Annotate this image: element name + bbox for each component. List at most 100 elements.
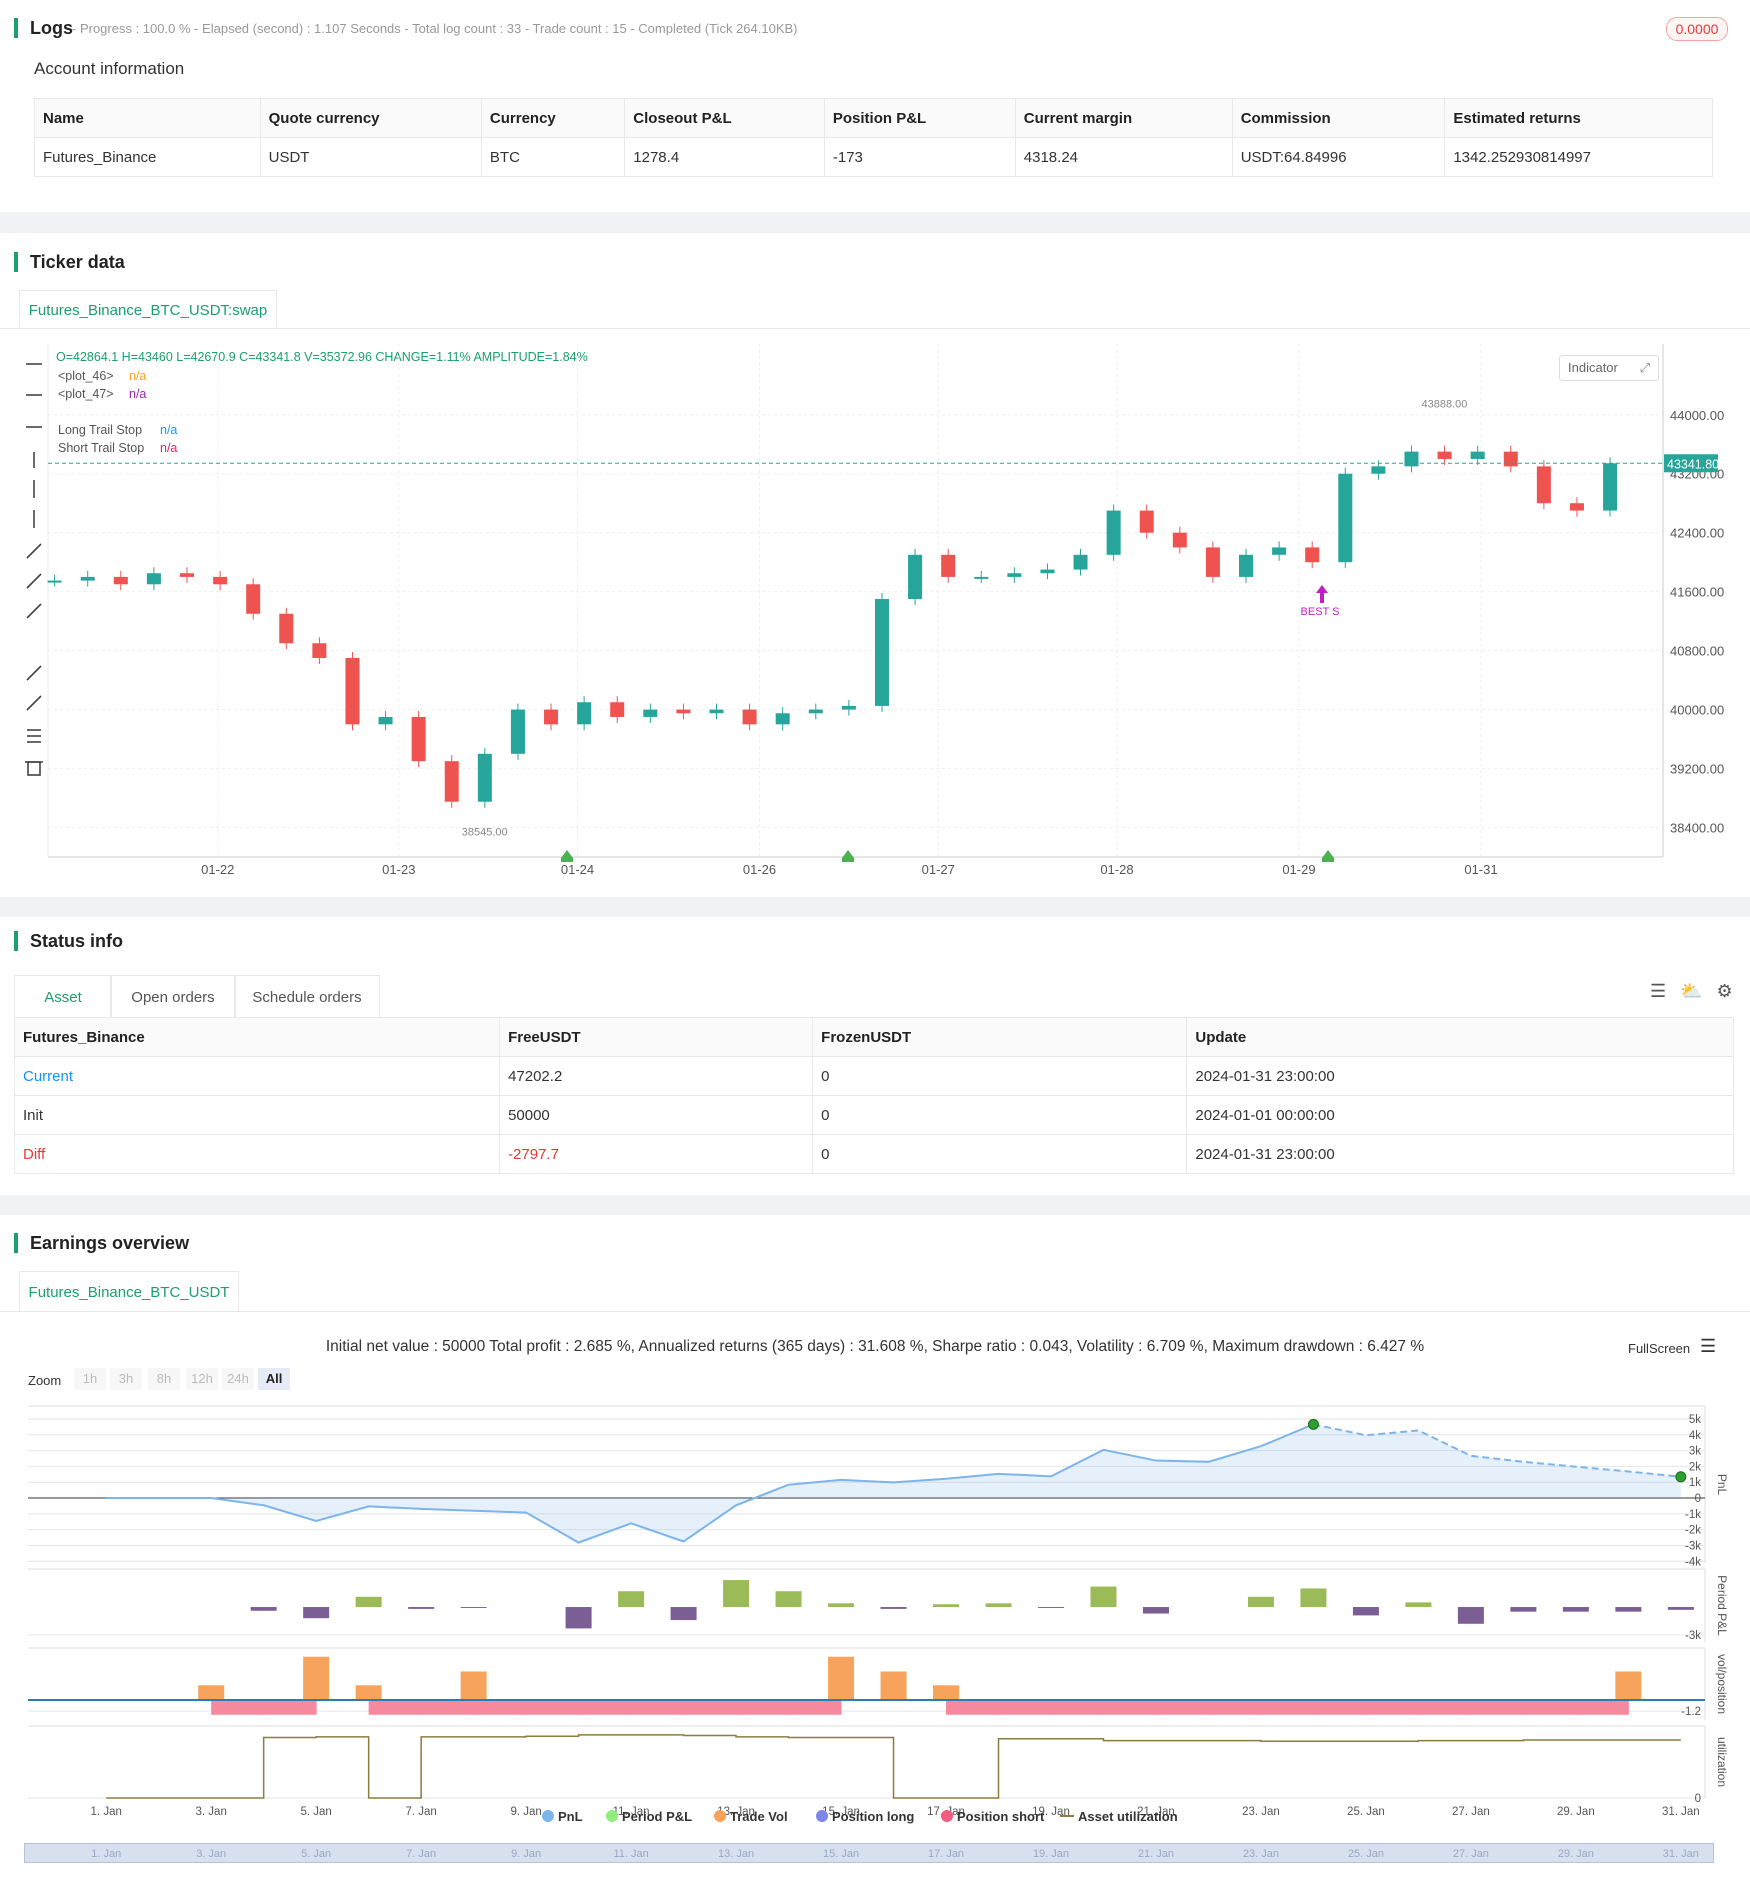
- candle: [345, 657, 360, 725]
- menu-icon[interactable]: ☰: [1700, 1336, 1717, 1356]
- legend-value: n/a: [129, 369, 147, 383]
- navigator-label: 5. Jan: [301, 1848, 331, 1860]
- trade-vol: [355, 1685, 382, 1701]
- indicator-label: Indicator: [1568, 360, 1618, 375]
- period-bar: [1037, 1607, 1064, 1608]
- ticker-tab[interactable]: Futures_Binance_BTC_USDT:swap: [19, 290, 277, 329]
- header-cell: Closeout P&L: [624, 98, 825, 138]
- x-tick-label: 01-29: [1282, 862, 1315, 877]
- pnl-area: [106, 1424, 1681, 1543]
- zoom-button[interactable]: All: [258, 1368, 290, 1390]
- navigator-label: 3. Jan: [196, 1848, 226, 1860]
- cell: Futures_Binance: [34, 137, 261, 177]
- zoom-button[interactable]: 3h: [110, 1368, 142, 1390]
- y-tick-label: 38400.00: [1670, 821, 1724, 836]
- pnl-marker: [1307, 1418, 1319, 1430]
- row: Futures_Binance USDT BTC 1278.4 -173 4318.24 U…: [34, 137, 1713, 177]
- position-short: [788, 1700, 842, 1715]
- candle: [874, 599, 889, 706]
- candle: [510, 709, 525, 754]
- header-cell: Position P&L: [823, 98, 1016, 138]
- position-short: [368, 1700, 422, 1715]
- period-bar: [460, 1607, 487, 1608]
- zoom-button[interactable]: 12h: [186, 1368, 218, 1390]
- position-short: [263, 1700, 317, 1715]
- position-short: [1208, 1700, 1262, 1715]
- legend-value: n/a: [160, 423, 178, 437]
- y-tick-label: 41600.00: [1670, 585, 1724, 600]
- y-axis-label: utilization: [1715, 1737, 1729, 1787]
- indicator-button[interactable]: Indicator ⤢: [1559, 355, 1659, 381]
- cell: 0: [812, 1134, 1188, 1174]
- x-tick-label: 29. Jan: [1557, 1806, 1595, 1818]
- trade-vol: [1615, 1671, 1642, 1701]
- zoom-button[interactable]: 24h: [222, 1368, 254, 1390]
- legend-label: Position long: [832, 1809, 914, 1824]
- candle: [179, 573, 194, 577]
- last-price-box: [1664, 454, 1718, 473]
- status-tab[interactable]: Open orders: [110, 975, 236, 1018]
- navigator-label: 25. Jan: [1348, 1848, 1384, 1860]
- candle: [742, 709, 757, 725]
- period-bar: [1667, 1607, 1694, 1610]
- cell: 2024-01-01 00:00:00: [1186, 1095, 1734, 1135]
- candle: [47, 580, 62, 583]
- marker: [842, 850, 854, 862]
- legend-name: <plot_46>: [58, 369, 114, 383]
- tab-line: [0, 1311, 1750, 1312]
- position-short: [1050, 1700, 1104, 1715]
- position-short: [211, 1700, 265, 1715]
- x-tick-label: 01-22: [201, 862, 234, 877]
- cell: -2797.7: [499, 1134, 814, 1174]
- x-tick-label: 9. Jan: [510, 1806, 541, 1818]
- y-tick-label: 42400.00: [1670, 526, 1724, 541]
- fullscreen[interactable]: FullScreen: [1628, 1341, 1691, 1356]
- logs-panel: Logs - Progress : 100.0 % - Elapsed (sec…: [0, 0, 1750, 212]
- account-title: Account information: [34, 59, 185, 78]
- header-cell: Estimated returns: [1444, 98, 1713, 138]
- x-tick-label: 1. Jan: [91, 1806, 122, 1818]
- zoom-button[interactable]: 8h: [148, 1368, 180, 1390]
- y-tick-label: -4k: [1685, 1556, 1701, 1568]
- candle: [80, 576, 95, 581]
- y-tick-label: -3k: [1685, 1540, 1701, 1552]
- legend-symbol: [606, 1810, 618, 1822]
- status-tab[interactable]: Schedule orders: [234, 975, 380, 1018]
- x-tick-label: 11. Jan: [613, 1806, 650, 1818]
- navigator[interactable]: [24, 1843, 1714, 1863]
- candle: [1007, 573, 1022, 577]
- legend-name: Short Trail Stop: [58, 441, 145, 455]
- header-cell: Update: [1186, 1017, 1734, 1057]
- cell: 4318.24: [1014, 137, 1233, 177]
- position-short: [1575, 1700, 1629, 1715]
- position-short: [526, 1700, 580, 1715]
- cell: Init: [13, 1095, 501, 1135]
- candle: [1239, 554, 1254, 577]
- trade-vol: [303, 1656, 330, 1701]
- zoom-label: Zoom: [28, 1373, 62, 1388]
- status-tab[interactable]: Asset: [14, 975, 112, 1018]
- navigator-label: 7. Jan: [406, 1848, 436, 1860]
- period-bar: [1457, 1607, 1484, 1624]
- toolbar-icons[interactable]: ☰⛅⚙: [1650, 981, 1747, 1001]
- pnl-line: [106, 1423, 1314, 1544]
- period-bar: [1510, 1607, 1537, 1612]
- zoom-button[interactable]: 1h: [74, 1368, 106, 1390]
- navigator-label: 27. Jan: [1453, 1848, 1489, 1860]
- earnings-tab[interactable]: Futures_Binance_BTC_USDT: [19, 1271, 239, 1312]
- period-bar: [1090, 1586, 1117, 1608]
- candle: [775, 713, 790, 725]
- candle: [1437, 451, 1452, 459]
- y-tick-label: 0: [1695, 1793, 1701, 1805]
- candle: [941, 554, 956, 577]
- legend-label: Period P&L: [622, 1809, 692, 1824]
- y-tick-label: -1k: [1685, 1509, 1701, 1521]
- period-bar: [1300, 1588, 1327, 1608]
- cell: 2024-01-31 23:00:00: [1186, 1056, 1734, 1096]
- header-cell: Current margin: [1014, 98, 1233, 138]
- cell: 47202.2: [499, 1056, 814, 1096]
- position-short: [631, 1700, 685, 1715]
- x-tick-label: 01-23: [382, 862, 415, 877]
- earnings-summary: Initial net value : 50000 Total profit :…: [325, 1338, 1425, 1355]
- candle: [1503, 451, 1518, 467]
